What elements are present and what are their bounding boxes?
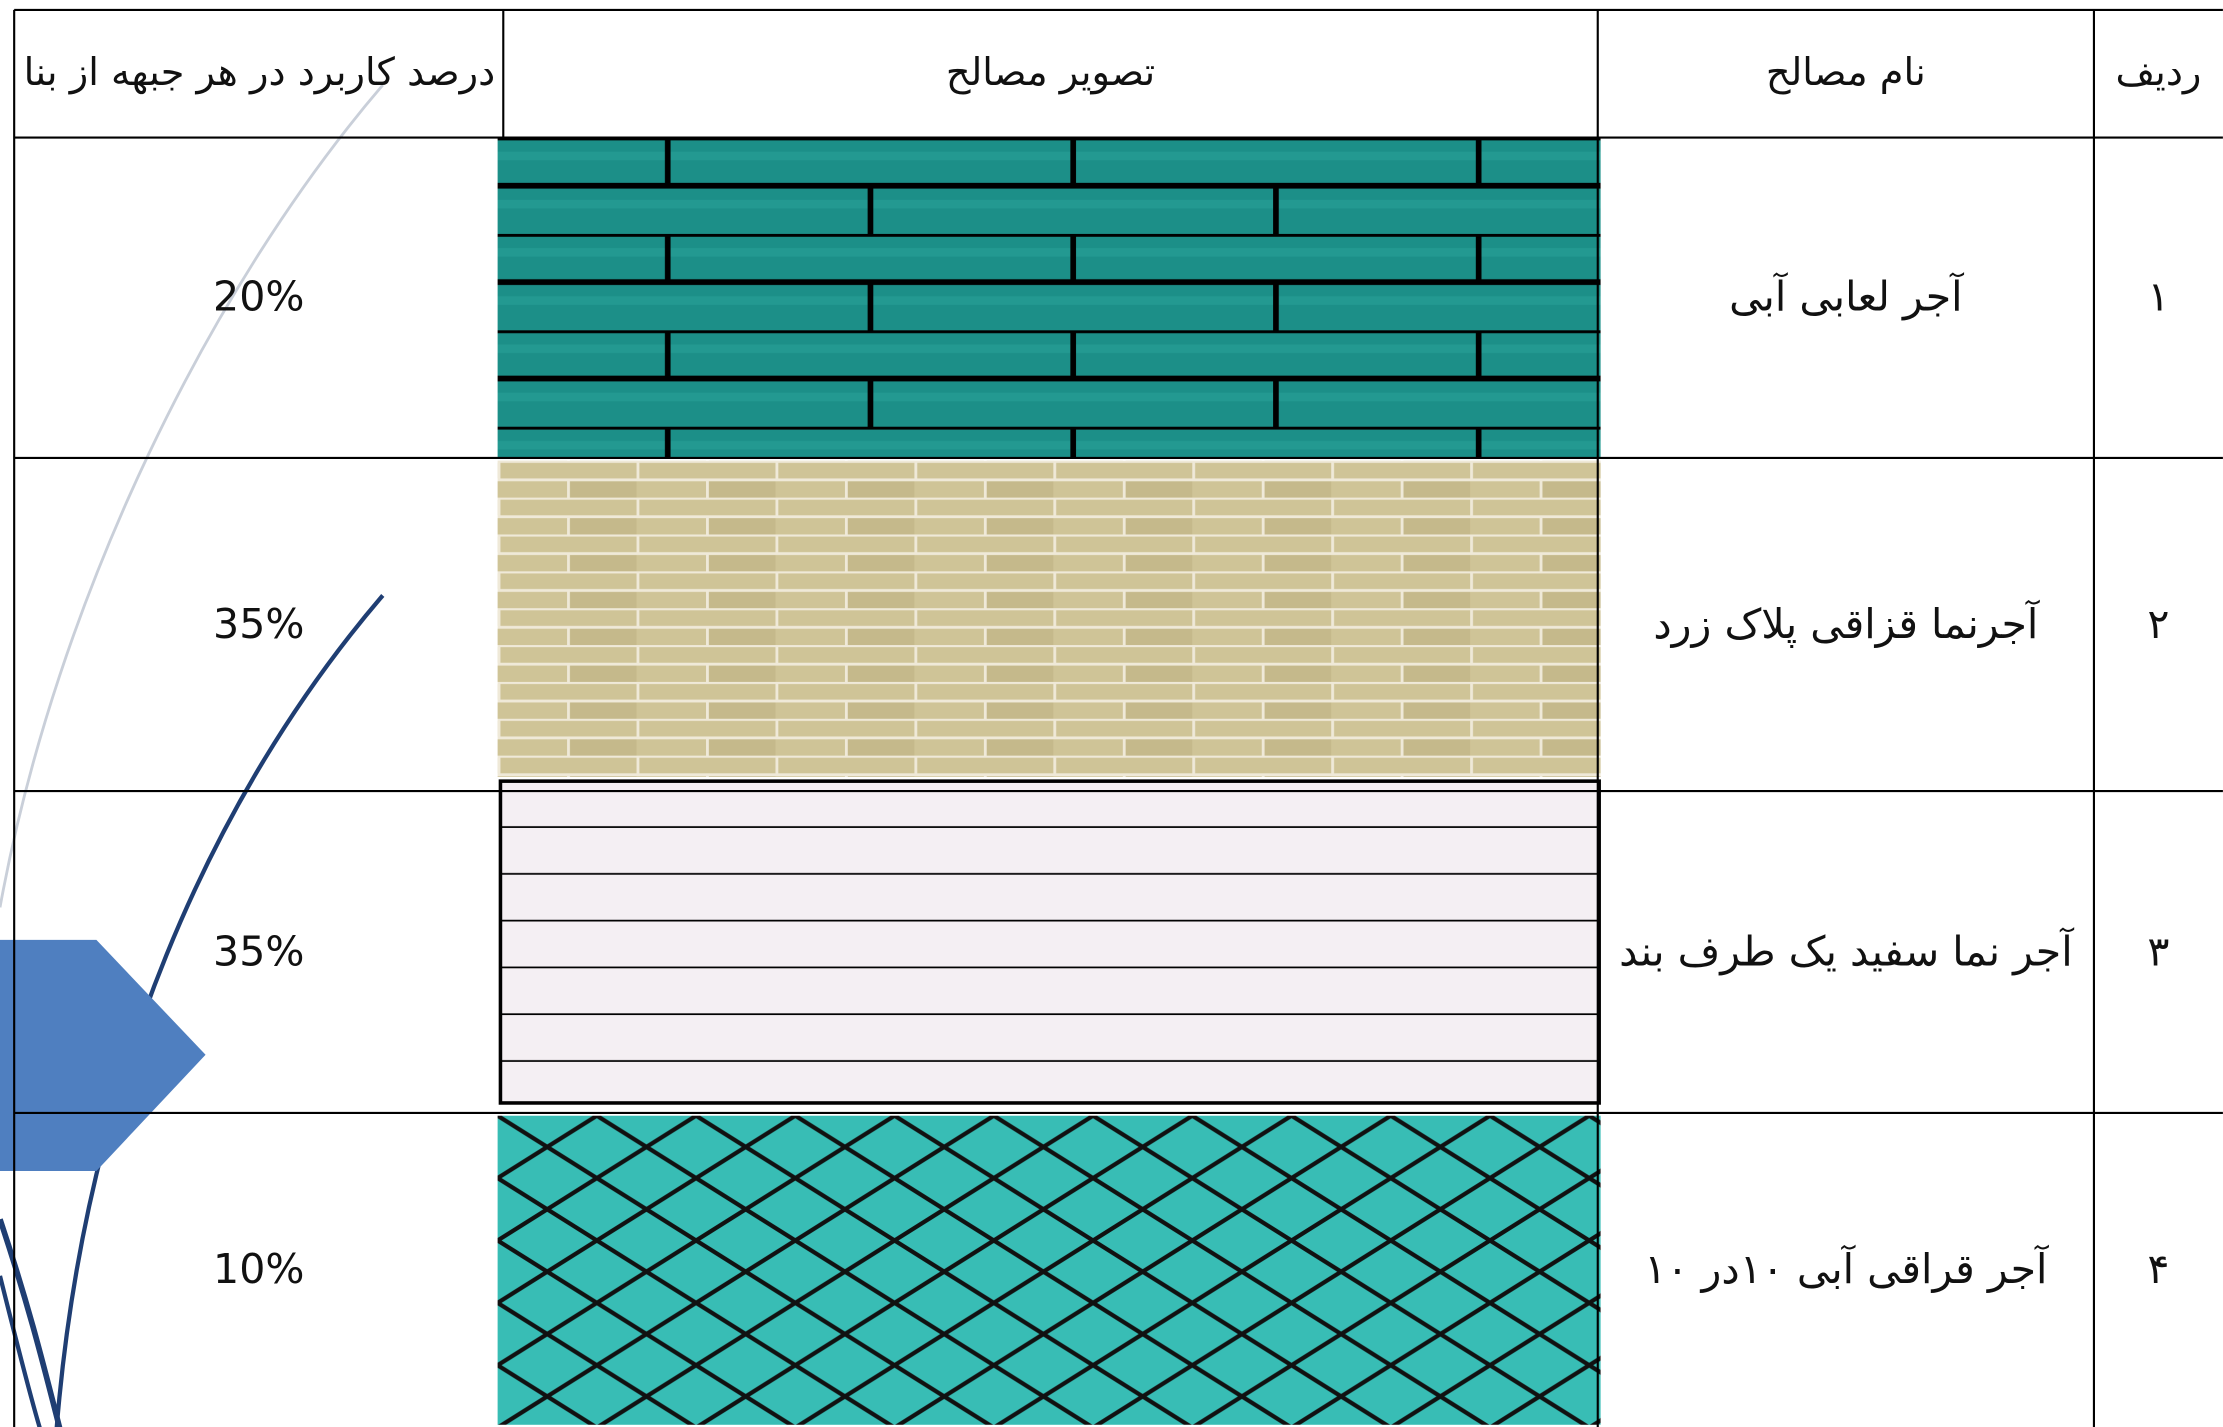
usage-percent: 35% [213, 926, 305, 976]
header-cell: درصد کاربرد در هر جبهه از بنا [23, 51, 496, 96]
row-number: ۲ [2147, 599, 2170, 648]
row-number: ۱ [2147, 272, 2170, 321]
table-borders [13, 8, 2223, 1427]
header-cell: نام مصالح [1765, 51, 1926, 96]
material-image [497, 1115, 1601, 1425]
material-image [497, 137, 1601, 458]
usage-percent: 20% [213, 272, 305, 321]
header-cell: ردیف [2115, 51, 2202, 96]
row-number: ۳ [2147, 926, 2170, 976]
header-cell: تصویر مصالح [945, 51, 1156, 96]
usage-percent: 10% [213, 1245, 305, 1294]
material-image [497, 460, 1601, 777]
material-name: آجرنما قزاقی پلاک زرد [1653, 599, 2039, 648]
material-name: آجر قراقی آبی ۱۰در ۱۰ [1644, 1245, 2048, 1294]
row-number: ۴ [2147, 1245, 2170, 1294]
material-image [498, 779, 1601, 1105]
usage-percent: 35% [213, 599, 305, 648]
decoration [0, 84, 385, 1427]
material-name: آجر لعابی آبی [1729, 272, 1963, 321]
material-name: آجر نما سفید یک طرف بند [1619, 926, 2073, 976]
